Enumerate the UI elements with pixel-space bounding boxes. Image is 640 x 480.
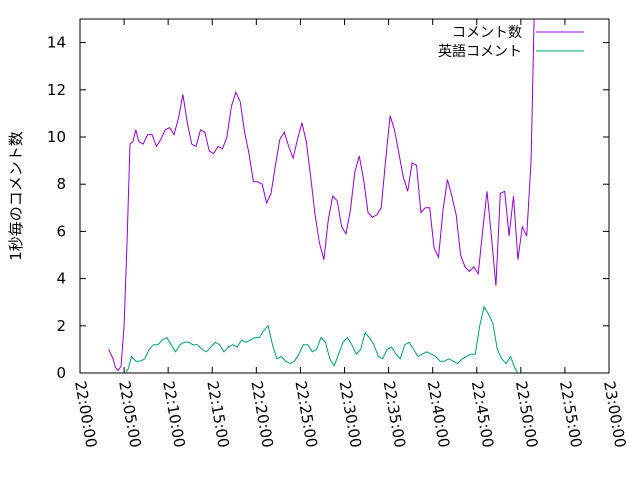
legend-label-0: コメント数	[452, 25, 522, 41]
legend-label-1: 英語コメント	[438, 43, 522, 60]
plot-border	[79, 18, 610, 374]
y-tick-label: 2	[56, 317, 66, 335]
x-tick-label: 23:00:00	[600, 380, 629, 449]
x-tick-label: 22:40:00	[424, 380, 453, 449]
x-tick-label: 22:30:00	[336, 380, 365, 449]
x-tick-label: 22:25:00	[291, 380, 320, 449]
x-tick-label: 22:10:00	[159, 380, 188, 449]
x-tick-label: 22:35:00	[380, 380, 409, 449]
series-line-1	[125, 305, 519, 373]
y-tick-label: 4	[56, 270, 66, 288]
y-tick-label: 8	[56, 175, 66, 193]
y-axis-label: 1秒毎のコメント数	[7, 131, 25, 261]
axis-ticks: 0 2 4 6 8 10 12 14 22:00:00 22:05:00 22:10:00 22:15…	[47, 19, 629, 449]
x-tick-label: 22:20:00	[247, 380, 276, 449]
legend: コメント数 英語コメント	[438, 25, 584, 60]
y-tick-label: 14	[47, 34, 66, 52]
y-tick-label: 10	[47, 128, 66, 146]
x-tick-label: 22:00:00	[71, 380, 100, 449]
series-lines	[108, 19, 535, 373]
x-tick-label: 22:15:00	[203, 380, 232, 449]
x-tick-label: 22:50:00	[512, 380, 541, 449]
y-tick-label: 6	[56, 222, 66, 240]
x-tick-label: 22:55:00	[556, 380, 585, 449]
y-tick-label: 0	[56, 364, 66, 382]
series-line-0	[108, 19, 535, 372]
x-tick-label: 22:45:00	[468, 380, 497, 449]
x-tick-label: 22:05:00	[115, 380, 144, 449]
plot-frame	[79, 18, 610, 374]
y-tick-label: 12	[47, 81, 66, 99]
